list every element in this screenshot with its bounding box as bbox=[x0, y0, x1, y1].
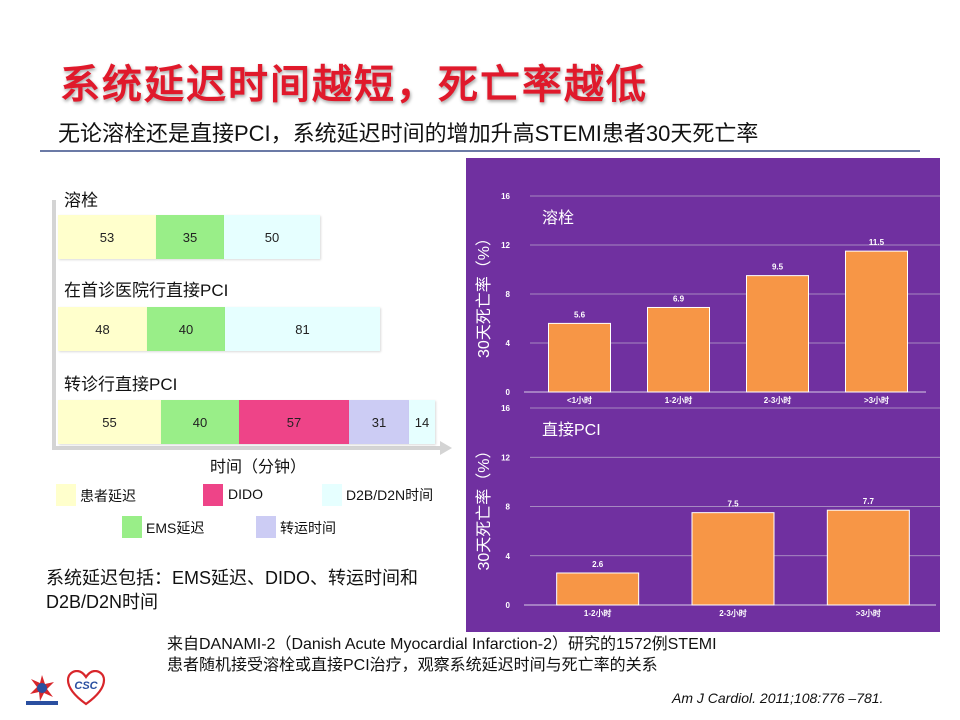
bar-value-label: 7.5 bbox=[727, 500, 739, 509]
y-tick-label: 8 bbox=[506, 503, 511, 512]
legend-label-patient-delay: 患者延迟 bbox=[80, 488, 136, 504]
subtitle-underline bbox=[40, 150, 920, 152]
legend-label-ems-delay: EMS延迟 bbox=[146, 520, 205, 536]
stacked-y-axis bbox=[52, 200, 56, 450]
bar bbox=[548, 322, 611, 393]
legend-label-d2b: D2B/D2N时间 bbox=[346, 487, 434, 503]
x-tick-label: 1-2小时 bbox=[665, 395, 693, 405]
bar-value-label: 9.5 bbox=[772, 263, 784, 272]
bar bbox=[556, 572, 640, 606]
x-tick-label: 2-3小时 bbox=[719, 608, 747, 618]
bar bbox=[691, 512, 775, 606]
stacked-bar-row-1: 53 35 50 bbox=[58, 215, 458, 261]
stacked-x-axis-title: 时间（分钟） bbox=[210, 459, 307, 476]
bar bbox=[647, 306, 710, 393]
chart-title: 溶栓 bbox=[542, 209, 574, 227]
y-tick-label: 12 bbox=[501, 453, 510, 462]
segment-ems-delay: 35 bbox=[156, 215, 224, 259]
citation: Am J Cardiol. 2011;108:776 –781. bbox=[672, 690, 884, 706]
source-line-2: 患者随机接受溶栓或直接PCI治疗，观察系统延迟时间与死亡率的关系 bbox=[167, 657, 658, 674]
starburst-logo-icon bbox=[26, 675, 58, 705]
stacked-x-axis bbox=[52, 446, 444, 450]
source-line-1: 来自DANAMI-2（Danish Acute Myocardial Infar… bbox=[167, 636, 717, 653]
group-label-transfer-pci: 转诊行直接PCI bbox=[64, 375, 178, 394]
y-axis-title: 30天死亡率（%） bbox=[475, 230, 493, 358]
segment-d2b-d2n: 81 bbox=[225, 307, 380, 351]
legend-swatch-transfer bbox=[256, 516, 276, 538]
segment-patient-delay: 53 bbox=[58, 215, 156, 259]
y-tick-label: 16 bbox=[501, 192, 510, 201]
source-note: 来自DANAMI-2（Danish Acute Myocardial Infar… bbox=[167, 634, 887, 676]
segment-transfer-time: 31 bbox=[349, 400, 409, 444]
y-tick-label: 0 bbox=[506, 388, 511, 397]
bar-value-label: 6.9 bbox=[673, 294, 685, 303]
legend-label-transfer: 转运时间 bbox=[280, 520, 336, 536]
segment-ems-delay: 40 bbox=[161, 400, 239, 444]
segment-d2b-d2n: 50 bbox=[224, 215, 320, 259]
y-tick-label: 4 bbox=[506, 552, 511, 561]
y-tick-label: 16 bbox=[501, 404, 510, 413]
segment-patient-delay: 55 bbox=[58, 400, 161, 444]
logo-text: CSC bbox=[74, 680, 98, 692]
legend-swatch-patient-delay bbox=[56, 484, 76, 506]
bar-value-label: 11.5 bbox=[869, 238, 885, 247]
segment-patient-delay: 48 bbox=[58, 307, 147, 351]
x-tick-label: 2-3小时 bbox=[764, 395, 792, 405]
y-tick-label: 12 bbox=[501, 241, 510, 250]
group-label-pci-first-hospital: 在首诊医院行直接PCI bbox=[64, 281, 229, 300]
society-logo-left bbox=[22, 672, 62, 711]
group-label-thrombolysis: 溶栓 bbox=[64, 191, 98, 210]
x-tick-label: >3小时 bbox=[856, 608, 881, 618]
x-tick-label: 1-2小时 bbox=[584, 608, 612, 618]
bar-value-label: 5.6 bbox=[574, 310, 586, 319]
chart-title: 直接PCI bbox=[542, 421, 601, 439]
bar-value-label: 2.6 bbox=[592, 560, 604, 569]
system-delay-note: 系统延迟包括：EMS延迟、DIDO、转运时间和D2B/D2N时间 bbox=[46, 568, 419, 612]
page-subtitle: 无论溶栓还是直接PCI，系统延迟时间的增加升高STEMI患者30天死亡率 bbox=[58, 121, 759, 146]
segment-d2b-d2n: 14 bbox=[409, 400, 435, 444]
bar bbox=[826, 509, 910, 606]
y-axis-title: 30天死亡率（%） bbox=[475, 442, 493, 570]
chart-primary-pci: 0 4 8 12 16 直接PCI 30天死亡率（%） 2.6 1-2小时 7.5 2-3小时 7.7… bbox=[475, 404, 940, 618]
mortality-charts-panel: 0 4 8 12 16 溶栓 30天死亡率（%） 5.6 <1小时 6.9 1-2小时 9.5 2-3小… bbox=[466, 158, 940, 632]
legend-swatch-d2b bbox=[322, 484, 342, 506]
bar bbox=[746, 275, 809, 393]
segment-ems-delay: 40 bbox=[147, 307, 225, 351]
x-tick-label: >3小时 bbox=[864, 395, 889, 405]
legend-swatch-dido bbox=[203, 484, 223, 506]
y-tick-label: 0 bbox=[506, 601, 511, 610]
bar bbox=[845, 250, 908, 393]
x-axis-arrow-icon bbox=[440, 441, 452, 455]
segment-dido: 57 bbox=[239, 400, 349, 444]
chart-thrombolysis: 0 4 8 12 16 溶栓 30天死亡率（%） 5.6 <1小时 6.9 1-2小时 9.5 2-3小… bbox=[475, 192, 940, 405]
y-tick-label: 4 bbox=[506, 339, 511, 348]
heart-logo-icon bbox=[66, 669, 106, 706]
stacked-bar-row-3: 55 40 57 31 14 bbox=[58, 400, 458, 446]
bar-value-label: 7.7 bbox=[863, 497, 875, 506]
y-tick-label: 8 bbox=[506, 290, 511, 299]
x-tick-label: <1小时 bbox=[567, 395, 592, 405]
legend-label-dido: DIDO bbox=[228, 486, 263, 502]
page-title: 系统延迟时间越短，死亡率越低 bbox=[60, 63, 648, 107]
legend-swatch-ems-delay bbox=[122, 516, 142, 538]
stacked-bar-row-2: 48 40 81 bbox=[58, 307, 458, 353]
society-logo-right: CSC bbox=[66, 669, 106, 711]
